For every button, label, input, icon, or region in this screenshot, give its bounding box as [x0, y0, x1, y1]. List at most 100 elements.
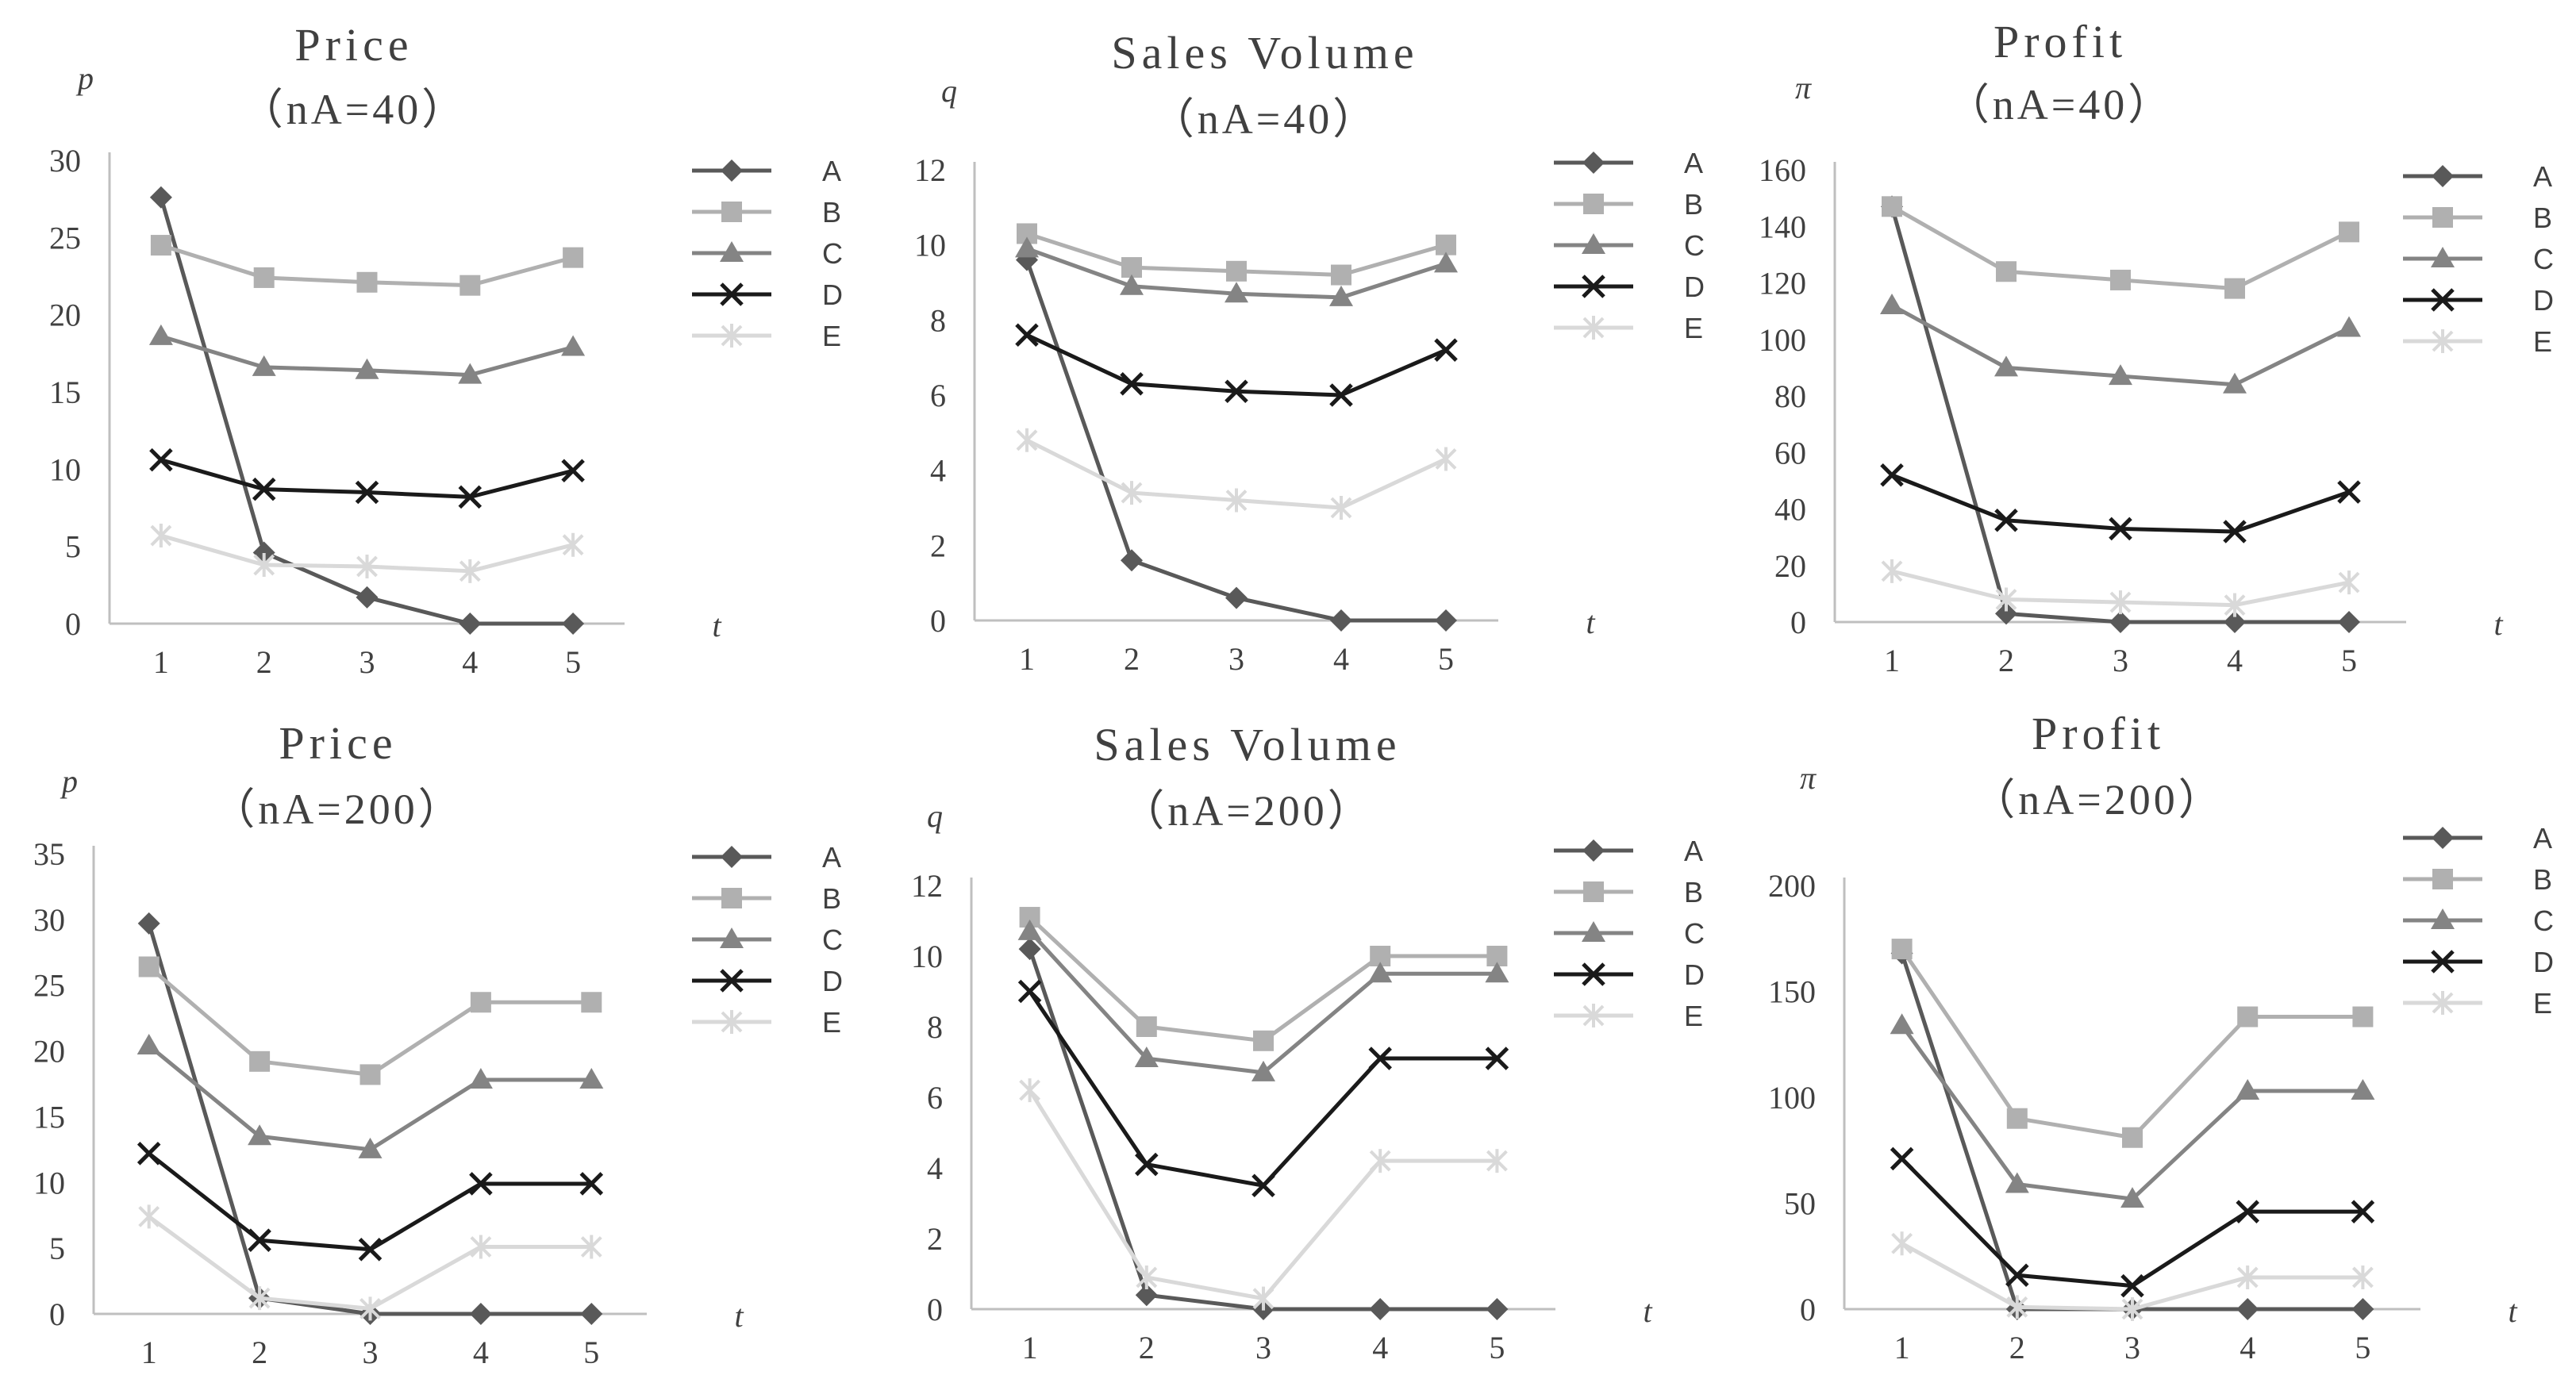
data-point-E [253, 553, 275, 578]
data-point-E [1435, 447, 1457, 471]
legend-marker-C [2431, 908, 2455, 929]
data-point-B [1226, 260, 1247, 282]
y-tick-label: 20 [49, 298, 81, 333]
chart-subtitle: （nA=40） [1947, 81, 2174, 129]
data-point-B [1882, 196, 1902, 217]
series-D [136, 1142, 604, 1262]
data-point-E [359, 1296, 381, 1321]
y-tick-label: 60 [1774, 435, 1806, 470]
data-point-B [1136, 1016, 1157, 1037]
x-tick-label: 3 [1228, 641, 1244, 677]
series-line-D [1900, 1157, 2363, 1289]
y-tick-label: 10 [911, 939, 943, 974]
x-axis-label: t [712, 608, 721, 643]
y-tick-label: 8 [930, 302, 946, 338]
data-point-E [1136, 1265, 1158, 1289]
legend-marker-A [721, 846, 743, 868]
x-tick-label: 1 [1884, 643, 1900, 678]
legend-label-C: C [822, 924, 843, 956]
y-tick-label: 30 [49, 143, 81, 179]
data-point-C [2223, 372, 2247, 394]
data-point-C [1120, 274, 1144, 295]
y-tick-label: 12 [914, 152, 946, 188]
data-point-B [2339, 221, 2359, 243]
legend-marker-A [1582, 839, 1605, 862]
series-E [138, 1204, 602, 1321]
data-point-D [1994, 508, 2018, 532]
data-point-E [1891, 1231, 1913, 1256]
data-point-C [2120, 1187, 2144, 1208]
legend-label-B: B [2533, 202, 2552, 234]
data-point-D [358, 1238, 383, 1262]
data-point-D [2005, 1263, 2029, 1288]
chart-subtitle: （nA=200） [1121, 787, 1373, 835]
data-point-D [1880, 463, 1904, 487]
legend-label-A: A [2533, 160, 2552, 193]
data-point-C [1994, 355, 2018, 377]
y-tick-label: 100 [1759, 322, 1806, 358]
data-point-D [1015, 323, 1039, 348]
data-point-B [2122, 1127, 2143, 1148]
data-point-E [580, 1235, 602, 1259]
data-point-A [1135, 1284, 1158, 1307]
legend-label-E: E [822, 320, 841, 352]
data-point-C [1485, 962, 1509, 983]
x-tick-label: 4 [473, 1335, 489, 1370]
data-point-D [1434, 338, 1458, 362]
x-tick-label: 2 [1139, 1330, 1155, 1365]
legend-label-D: D [1684, 271, 1705, 303]
data-point-A [1018, 938, 1041, 961]
legend-label-A: A [822, 841, 841, 874]
data-point-A [1369, 1298, 1392, 1320]
data-point-A [1486, 1298, 1509, 1320]
data-point-B [2224, 278, 2245, 299]
data-point-D [2109, 517, 2132, 541]
data-point-D [579, 1172, 604, 1196]
data-point-A [2351, 1298, 2374, 1320]
x-tick-label: 1 [1019, 641, 1035, 677]
data-point-E [562, 532, 584, 557]
legend-marker-C [2431, 247, 2455, 267]
x-tick-label: 4 [2240, 1330, 2255, 1365]
y-axis-label: π [1795, 70, 1812, 106]
data-point-B [1891, 939, 1913, 960]
data-point-E [1995, 587, 2017, 612]
data-point-E [1016, 428, 1038, 452]
y-axis-label: q [927, 798, 943, 834]
data-point-C [136, 1033, 161, 1054]
legend-marker-B [721, 202, 742, 222]
data-point-E [1881, 559, 1903, 583]
x-tick-label: 4 [1372, 1330, 1388, 1365]
legend-marker-D [2431, 288, 2455, 312]
y-tick-label: 10 [49, 451, 81, 487]
x-axis-label: t [734, 1298, 744, 1334]
data-point-B [1331, 264, 1351, 286]
chart-subtitle: （nA=40） [1152, 95, 1378, 143]
series-C [136, 1033, 604, 1158]
y-axis-label: p [75, 60, 94, 96]
chart-title: Profit [2032, 708, 2165, 759]
series-B [1019, 907, 1508, 1051]
legend-marker-E [1582, 316, 1605, 340]
legend-label-B: B [822, 882, 841, 915]
data-point-E [2236, 1265, 2259, 1289]
data-point-D [561, 459, 585, 483]
legend-label-A: A [1684, 835, 1703, 867]
y-tick-label: 20 [1774, 548, 1806, 584]
data-point-E [1330, 496, 1352, 520]
data-point-D [1368, 1047, 1392, 1070]
data-point-D [1017, 979, 1042, 1004]
data-point-D [1225, 379, 1248, 404]
data-point-A [1121, 549, 1143, 572]
legend-label-B: B [2533, 863, 2552, 896]
legend-marker-D [720, 969, 744, 993]
legend-marker-A [2432, 165, 2454, 187]
legend-marker-D [2431, 950, 2455, 974]
x-tick-label: 2 [2009, 1330, 2025, 1365]
data-point-B [2352, 1006, 2374, 1027]
x-tick-label: 5 [2341, 643, 2357, 678]
data-point-C [2236, 1078, 2260, 1100]
series-B [1891, 939, 2374, 1148]
